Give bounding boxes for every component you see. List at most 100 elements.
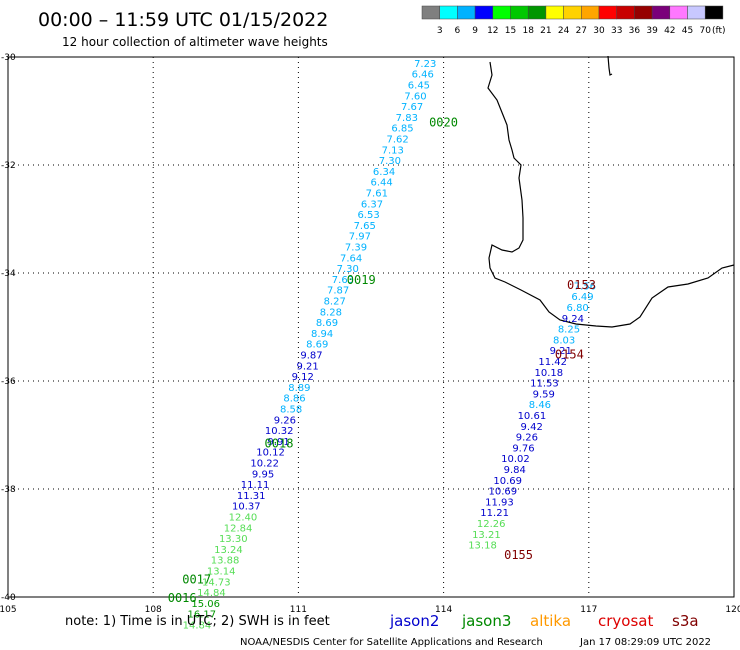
wave-height-value: 7.60 [404, 91, 426, 102]
y-tick-label: -36 [1, 377, 16, 387]
wave-height-value: 8.25 [558, 325, 580, 336]
wave-height-value: 7.62 [386, 135, 408, 146]
track-id-label: 0020 [429, 115, 458, 129]
wave-height-value: 12.84 [224, 523, 253, 534]
legend-entry-jason2: jason2 [389, 612, 439, 630]
color-scale-swatch [492, 5, 511, 20]
track-id-label: 0154 [555, 347, 584, 361]
wave-height-value: 13.18 [468, 541, 497, 552]
color-scale-swatch [669, 5, 688, 20]
color-scale-label: 27 [576, 26, 587, 36]
wave-height-value: 10.37 [232, 502, 261, 513]
wave-height-value: 7.67 [401, 102, 423, 113]
wave-height-value: 16.17 [187, 610, 216, 621]
track-id-label: 0016 [168, 591, 197, 605]
legend-entry-altika: altika [530, 612, 571, 630]
color-scale-swatch [704, 5, 724, 20]
wave-height-value: 7.65 [354, 221, 376, 232]
wave-height-value: 8.46 [529, 400, 551, 411]
y-tick-label: -32 [1, 161, 16, 171]
color-scale-label: 9 [472, 26, 478, 36]
color-scale-label: 45 [682, 26, 693, 36]
legend-entry-cryosat: cryosat [598, 612, 653, 630]
wave-height-value: 11.42 [538, 357, 567, 368]
wave-height-value: 13.21 [472, 530, 501, 541]
color-scale-label: 24 [558, 26, 570, 36]
color-scale-label: 3 [437, 26, 443, 36]
wave-height-value: 7.30 [337, 264, 359, 275]
wave-height-value: 10.32 [265, 426, 294, 437]
coastline [487, 55, 735, 328]
wave-height-value: 7.23 [414, 59, 436, 70]
wave-height-value: 11.93 [485, 497, 514, 508]
wave-height-value: 9.42 [521, 422, 543, 433]
wave-height-value: 6.45 [408, 81, 430, 92]
legend-entry-s3a: s3a [672, 612, 699, 630]
color-scale-swatch [563, 5, 582, 20]
wave-height-value: 13.24 [214, 545, 243, 556]
wave-height-value: 8.89 [288, 383, 310, 394]
wave-height-value: 8.27 [324, 297, 346, 308]
color-scale-swatch [474, 5, 494, 20]
wave-height-value: 7.61 [366, 189, 388, 200]
color-scale-unit: (ft) [712, 26, 726, 36]
color-scale-swatch [527, 5, 547, 20]
wave-height-value: 6.34 [373, 167, 395, 178]
wave-height-value: 14.73 [202, 577, 231, 588]
color-scale-label: 6 [455, 26, 461, 36]
wave-height-value: 14.84 [197, 588, 226, 599]
wave-height-value: 10.12 [256, 448, 285, 459]
wave-height-value: 10.02 [501, 454, 530, 465]
color-scale-swatch [421, 5, 440, 20]
wave-height-value: 7.30 [379, 156, 401, 167]
wave-height-value: 12.26 [477, 519, 506, 530]
color-scale-swatch [439, 5, 458, 20]
wave-height-value: 15.06 [191, 599, 220, 610]
color-scale-swatch [651, 5, 671, 20]
chart-title: 00:00 – 11:59 UTC 01/15/2022 [38, 9, 328, 31]
satellite-legend: jason2 jason3 altika cryosat s3a [389, 612, 699, 630]
wave-height-value: 9.12 [292, 372, 314, 383]
y-tick-label: -38 [1, 485, 16, 495]
footer-timestamp: Jan 17 08:29:09 UTC 2022 [579, 637, 711, 648]
color-scale-label: 12 [487, 26, 498, 36]
track-id-label: 0153 [567, 278, 596, 292]
track-id-label: 0017 [182, 573, 211, 587]
track-labels: 0020 0019 0018 0017 0016 0153 0154 0155 [168, 115, 596, 605]
wave-height-value: 10.18 [535, 368, 564, 379]
footer-note: note: 1) Time is in UTC; 2) SWH is in fe… [65, 614, 330, 629]
legend-entry-jason3: jason3 [461, 612, 511, 630]
wave-height-value: 7.13 [382, 145, 404, 156]
plot-frame [7, 56, 735, 598]
x-tick-label: 120 [725, 605, 740, 615]
wave-height-value: 13.30 [219, 534, 248, 545]
wave-height-value: 9.21 [550, 346, 572, 357]
x-tick-label: 117 [580, 605, 597, 615]
track-id-label: 0018 [265, 437, 294, 451]
color-scale-label: 39 [646, 26, 658, 36]
wave-height-value: 11.53 [530, 379, 559, 390]
track-id-label: 0019 [347, 273, 376, 287]
wave-height-value: 10.61 [518, 411, 547, 422]
wave-height-value: 10.69 [489, 487, 518, 498]
wave-height-value: 7.56 [574, 281, 596, 292]
wave-height-value: 8.69 [316, 318, 338, 329]
coastline-west-australia [487, 61, 735, 328]
wave-height-value: 8.03 [553, 335, 575, 346]
wave-height-value: 12.40 [229, 513, 258, 524]
wave-height-value: 9.24 [562, 314, 584, 325]
chart-subtitle: 12 hour collection of altimeter wave hei… [62, 35, 328, 49]
wave-height-value: 13.14 [207, 567, 236, 578]
wave-height-value: 7.83 [396, 113, 418, 124]
color-scale-label: 21 [540, 26, 551, 36]
wave-height-value: 9.76 [512, 443, 534, 454]
wave-height-value: 9.95 [252, 469, 274, 480]
wave-height-value: 8.86 [283, 394, 305, 405]
wave-height-value: 9.59 [533, 389, 555, 400]
wave-height-value: 10.22 [250, 459, 279, 470]
wave-height-value: 9.26 [274, 415, 296, 426]
wave-height-value: 8.28 [320, 307, 342, 318]
wave-height-value: 9.91 [267, 437, 289, 448]
x-tick-label: 111 [290, 605, 307, 615]
